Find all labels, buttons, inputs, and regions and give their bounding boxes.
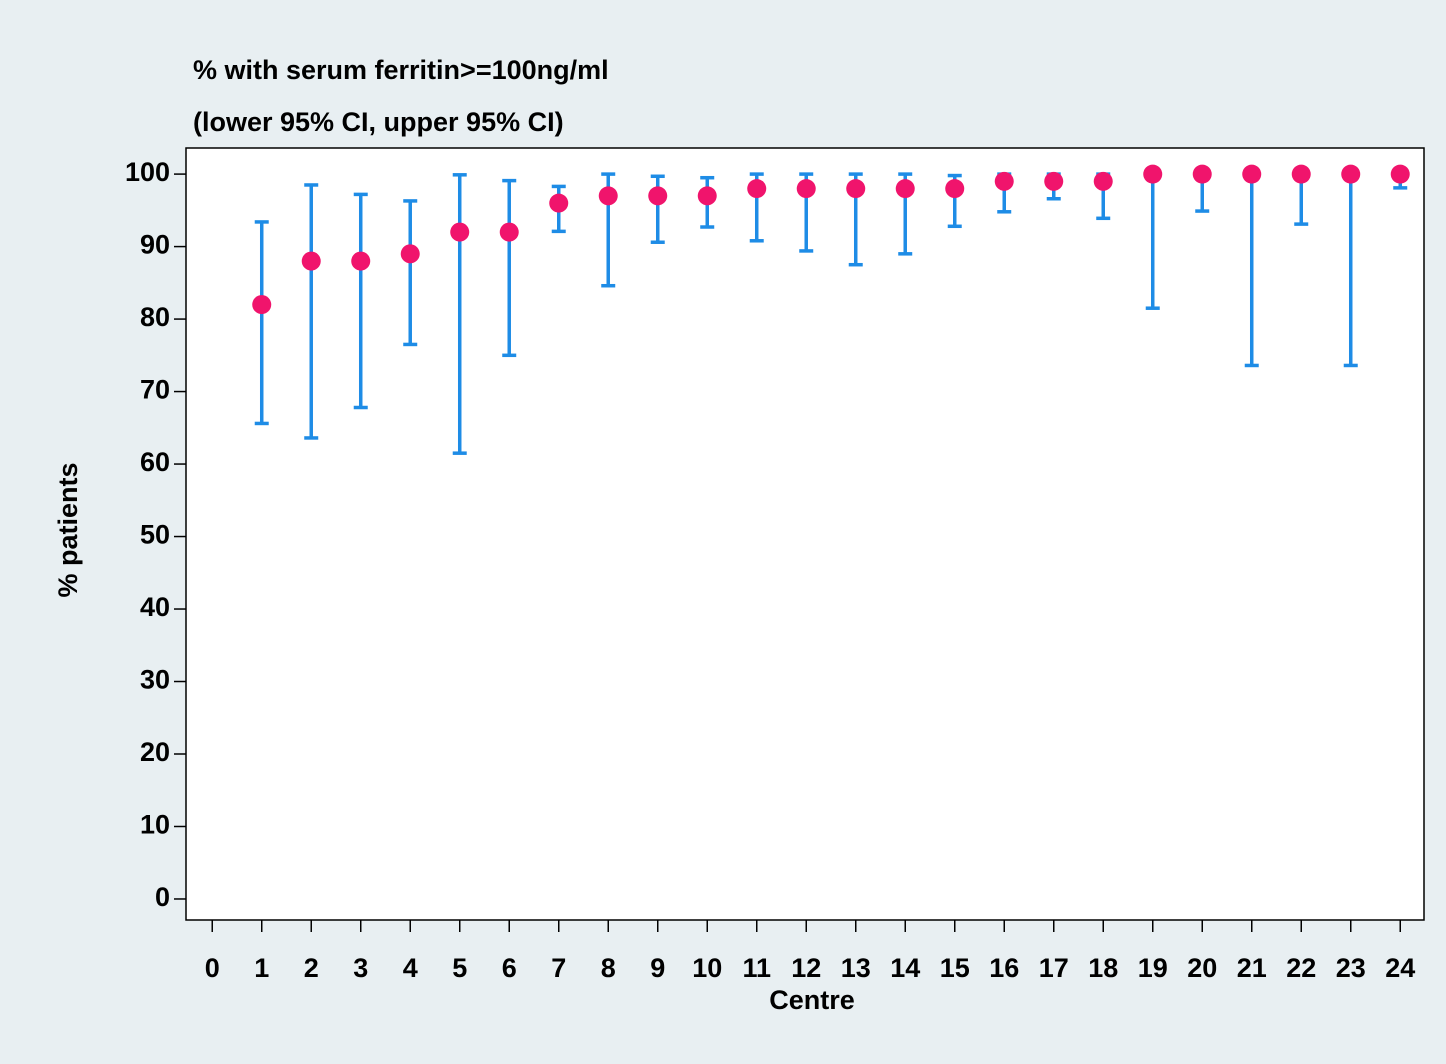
x-tick-label: 12 [791, 953, 821, 983]
y-axis-label: % patients [53, 462, 83, 597]
point [648, 186, 668, 206]
x-tick-label: 2 [304, 953, 319, 983]
x-tick-label: 3 [353, 953, 368, 983]
point [945, 179, 965, 199]
point [895, 179, 915, 199]
point [796, 179, 816, 199]
plot-area [185, 147, 1425, 921]
chart-subtitle: (lower 95% CI, upper 95% CI) [193, 107, 564, 137]
x-tick-label: 7 [551, 953, 566, 983]
x-tick-label: 24 [1385, 953, 1415, 983]
point [747, 179, 767, 199]
x-tick-label: 20 [1187, 953, 1217, 983]
point [549, 193, 569, 213]
point [499, 222, 519, 242]
point [1143, 164, 1163, 184]
x-tick-label: 14 [890, 953, 920, 983]
point [351, 251, 371, 271]
x-tick-label: 22 [1286, 953, 1316, 983]
point [400, 244, 420, 264]
y-tick-label: 80 [140, 302, 170, 332]
x-tick-label: 10 [692, 953, 722, 983]
point [1242, 164, 1262, 184]
point [1390, 164, 1410, 184]
x-tick-label: 23 [1336, 953, 1366, 983]
point [252, 295, 272, 315]
x-tick-label: 6 [502, 953, 517, 983]
point [1044, 171, 1064, 191]
y-tick-label: 40 [140, 592, 170, 622]
x-tick-label: 11 [742, 953, 771, 983]
x-tick-label: 16 [989, 953, 1019, 983]
point [697, 186, 717, 206]
y-tick-label: 60 [140, 447, 170, 477]
x-tick-label: 15 [940, 953, 970, 983]
point [846, 179, 866, 199]
point [994, 171, 1014, 191]
y-tick-label: 70 [140, 375, 170, 405]
point [450, 222, 470, 242]
x-tick-label: 17 [1039, 953, 1069, 983]
x-tick-label: 13 [841, 953, 871, 983]
point [1291, 164, 1311, 184]
y-tick-label: 100 [125, 157, 170, 187]
x-tick-label: 4 [403, 953, 418, 983]
x-tick-label: 21 [1237, 953, 1267, 983]
y-tick-label: 90 [140, 230, 170, 260]
x-axis-label: Centre [769, 985, 855, 1015]
point [1341, 164, 1361, 184]
x-tick-label: 8 [601, 953, 616, 983]
x-tick-label: 0 [205, 953, 220, 983]
y-tick-label: 0 [155, 882, 170, 912]
chart-title: % with serum ferritin>=100ng/ml [193, 55, 609, 85]
x-tick-label: 5 [452, 953, 467, 983]
y-tick-label: 20 [140, 737, 170, 767]
y-tick-label: 10 [140, 810, 170, 840]
y-tick-label: 50 [140, 520, 170, 550]
x-tick-label: 9 [650, 953, 665, 983]
x-tick-label: 19 [1138, 953, 1168, 983]
point [598, 186, 618, 206]
point [1093, 171, 1113, 191]
x-tick-label: 18 [1088, 953, 1118, 983]
point [1192, 164, 1212, 184]
y-tick-label: 30 [140, 665, 170, 695]
x-tick-label: 1 [254, 953, 269, 983]
point [301, 251, 321, 271]
